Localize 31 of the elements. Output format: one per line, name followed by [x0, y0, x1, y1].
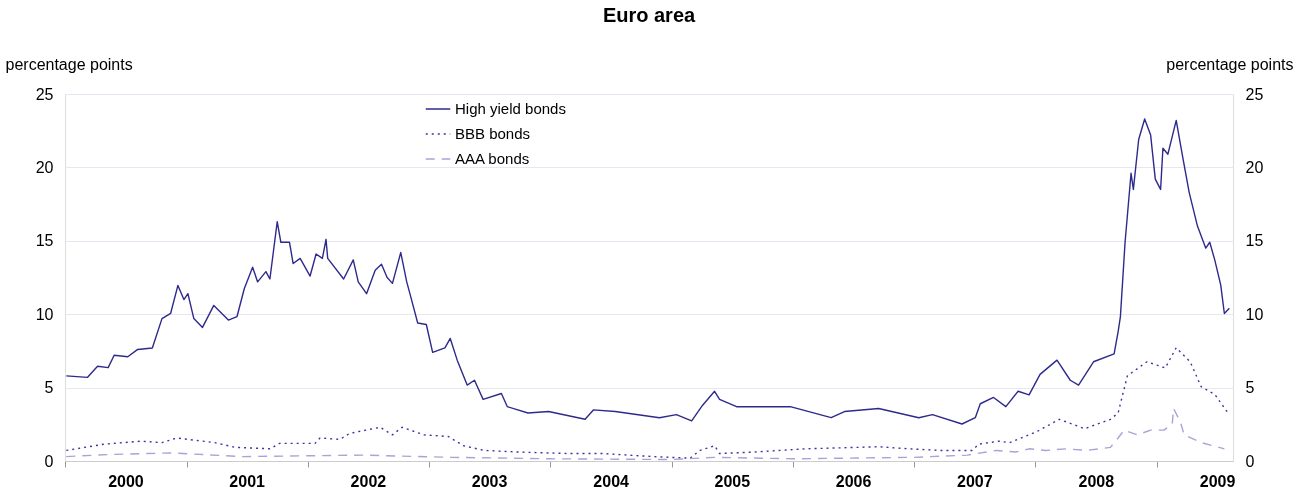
x-tick-label: 2009 — [1199, 472, 1236, 490]
y-tick-label: 5 — [44, 379, 54, 397]
x-tick-label: 2008 — [1078, 472, 1115, 490]
x-tick-label: 2005 — [714, 472, 751, 490]
y2-tick-label: 20 — [1245, 158, 1264, 176]
legend-label: AAA bonds — [455, 150, 530, 167]
legend-label: High yield bonds — [455, 100, 566, 117]
y-tick-label: 20 — [35, 158, 54, 176]
y2-tick-label: 25 — [1245, 85, 1264, 103]
line-series — [65, 346, 1229, 459]
line-series — [65, 118, 1231, 425]
y-tick-label: 10 — [35, 305, 54, 323]
x-tick-label: 2007 — [957, 472, 993, 490]
y-tick-label: 0 — [44, 452, 54, 470]
x-tick-label: 2000 — [108, 472, 144, 490]
y2-axis-title: percentage points — [1166, 55, 1294, 73]
chart-title: Euro area — [602, 4, 697, 26]
x-tick-label: 2001 — [229, 472, 266, 490]
legend-label: BBB bonds — [455, 125, 531, 142]
y2-tick-label: 0 — [1245, 452, 1255, 470]
x-tick-label: 2006 — [835, 472, 872, 490]
y-axis-title: percentage points — [5, 55, 133, 73]
y2-tick-label: 15 — [1245, 232, 1264, 250]
x-tick-label: 2003 — [471, 472, 508, 490]
y-tick-label: 25 — [35, 85, 54, 103]
line-series — [65, 407, 1226, 461]
x-tick-label: 2004 — [593, 472, 630, 490]
x-tick-label: 2002 — [350, 472, 387, 490]
y2-tick-label: 5 — [1245, 379, 1255, 397]
y2-tick-label: 10 — [1245, 305, 1264, 323]
y-tick-label: 15 — [35, 232, 54, 250]
